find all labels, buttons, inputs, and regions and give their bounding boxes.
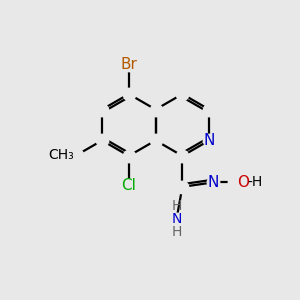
Text: N: N: [208, 175, 219, 190]
Text: Cl: Cl: [122, 178, 136, 193]
Text: N: N: [203, 133, 215, 148]
Text: Br: Br: [120, 57, 137, 72]
Text: H: H: [171, 225, 182, 239]
Text: O: O: [237, 175, 249, 190]
Text: -H: -H: [247, 176, 262, 189]
Text: H: H: [171, 199, 182, 213]
Text: N: N: [171, 212, 182, 226]
Text: CH₃: CH₃: [48, 148, 74, 162]
